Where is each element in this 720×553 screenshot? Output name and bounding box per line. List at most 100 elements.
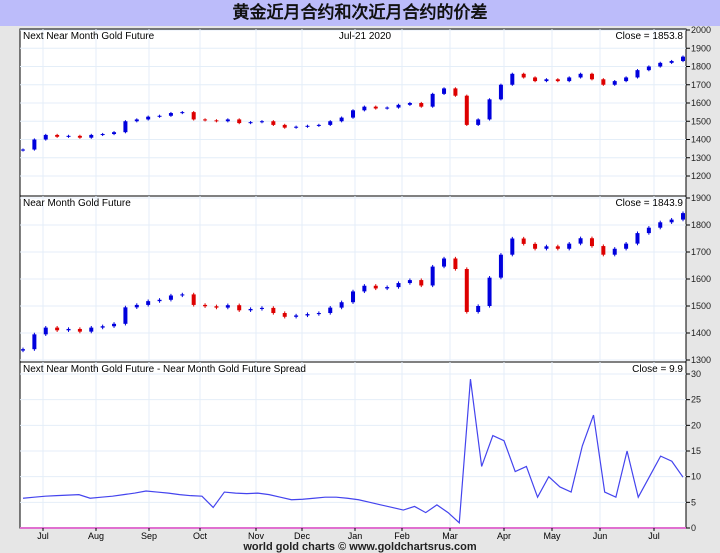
candle-body — [248, 122, 253, 124]
footer-credit: world gold charts © www.goldchartsrus.co… — [243, 541, 477, 553]
candle-body — [351, 110, 355, 118]
candle-body — [567, 77, 572, 82]
y-tick-label: 1700 — [691, 80, 711, 90]
panel-2 — [19, 361, 687, 529]
candle-body — [214, 306, 219, 308]
candle-body — [407, 280, 412, 284]
candle-body — [191, 112, 196, 120]
candle-body — [316, 124, 321, 126]
candle-body — [43, 327, 48, 335]
candle-body — [55, 327, 60, 331]
candle-body — [567, 243, 572, 249]
candle-body — [100, 134, 105, 136]
candle-body — [225, 119, 230, 122]
y-tick-label: 1400 — [691, 328, 711, 338]
panel-title: Next Near Month Gold Future - Near Month… — [23, 364, 306, 375]
candle-body — [419, 280, 424, 286]
y-tick-label: 2000 — [691, 25, 711, 35]
candle-body — [112, 132, 117, 135]
candle-body — [328, 121, 333, 125]
candle-body — [430, 266, 435, 286]
candle-body — [21, 149, 25, 151]
candle-body — [487, 99, 492, 120]
y-tick-label: 25 — [691, 395, 701, 405]
candle-body — [180, 112, 185, 114]
candle-body — [32, 334, 37, 350]
candle-body — [77, 328, 82, 332]
candle-body — [328, 307, 333, 314]
candle-body — [601, 246, 606, 255]
x-tick-label: May — [543, 531, 561, 541]
close-label: Close = 9.9 — [632, 364, 683, 375]
y-tick-label: 1700 — [691, 247, 711, 257]
candle-body — [237, 305, 242, 311]
candle-body — [316, 313, 321, 315]
candle-body — [624, 243, 629, 249]
x-tick-label: Sep — [141, 531, 157, 541]
candle-body — [624, 77, 629, 82]
candle-body — [521, 73, 526, 78]
candle-body — [259, 121, 264, 123]
candle-body — [578, 73, 583, 78]
x-tick-label: Jan — [348, 531, 363, 541]
candle-body — [203, 119, 208, 121]
y-tick-label: 1900 — [691, 43, 711, 53]
candle-body — [669, 61, 674, 63]
y-tick-label: 5 — [691, 497, 696, 507]
candle-body — [351, 291, 355, 303]
candle-body — [601, 79, 606, 85]
candle-body — [214, 120, 219, 122]
candle-body — [271, 307, 276, 314]
candle-body — [385, 107, 390, 109]
spread-line — [22, 379, 684, 525]
x-tick-label: Dec — [294, 531, 311, 541]
candle-body — [89, 134, 94, 138]
candle-body — [453, 258, 458, 270]
date-label: Jul-21 2020 — [339, 31, 392, 42]
candle-body — [635, 233, 640, 244]
candle-body — [442, 258, 447, 267]
x-tick-label: Mar — [442, 531, 458, 541]
candle-body — [146, 116, 151, 120]
y-tick-label: 1500 — [691, 116, 711, 126]
candle-body — [100, 326, 105, 328]
y-tick-label: 20 — [691, 420, 701, 430]
candle-body — [294, 315, 299, 317]
candle-body — [396, 283, 401, 288]
candle-body — [498, 254, 503, 278]
x-tick-label: Jul — [37, 531, 49, 541]
candle-body — [191, 294, 196, 305]
candle-body — [612, 248, 617, 255]
chart-title: 黄金近月合约和次近月合约的价差 — [0, 0, 720, 26]
candle-body — [498, 84, 503, 100]
candle-body — [555, 246, 560, 249]
x-tick-label: Aug — [88, 531, 104, 541]
y-tick-label: 1500 — [691, 301, 711, 311]
candle-body — [66, 328, 71, 331]
candle-body — [339, 117, 344, 122]
candle-body — [237, 119, 242, 124]
candle-body — [476, 306, 481, 312]
candle-body — [282, 313, 287, 317]
candle-body — [646, 66, 651, 71]
candle-body — [453, 88, 458, 96]
close-label: Close = 1843.9 — [615, 198, 683, 209]
candle-body — [681, 213, 685, 220]
candle-body — [476, 119, 481, 125]
y-tick-label: 1600 — [691, 274, 711, 284]
candle-body — [669, 219, 674, 223]
candle-body — [248, 308, 253, 311]
candle-body — [294, 126, 299, 128]
candle-body — [32, 139, 37, 150]
x-tick-label: Jul — [648, 531, 660, 541]
y-tick-label: 1300 — [691, 153, 711, 163]
candle-body — [362, 285, 367, 292]
y-tick-label: 0 — [691, 523, 696, 533]
y-tick-label: 1800 — [691, 62, 711, 72]
candle-body — [112, 323, 117, 327]
candle-body — [419, 103, 424, 107]
candle-body — [612, 81, 617, 85]
candle-body — [203, 304, 208, 307]
close-label: Close = 1853.8 — [615, 31, 683, 42]
